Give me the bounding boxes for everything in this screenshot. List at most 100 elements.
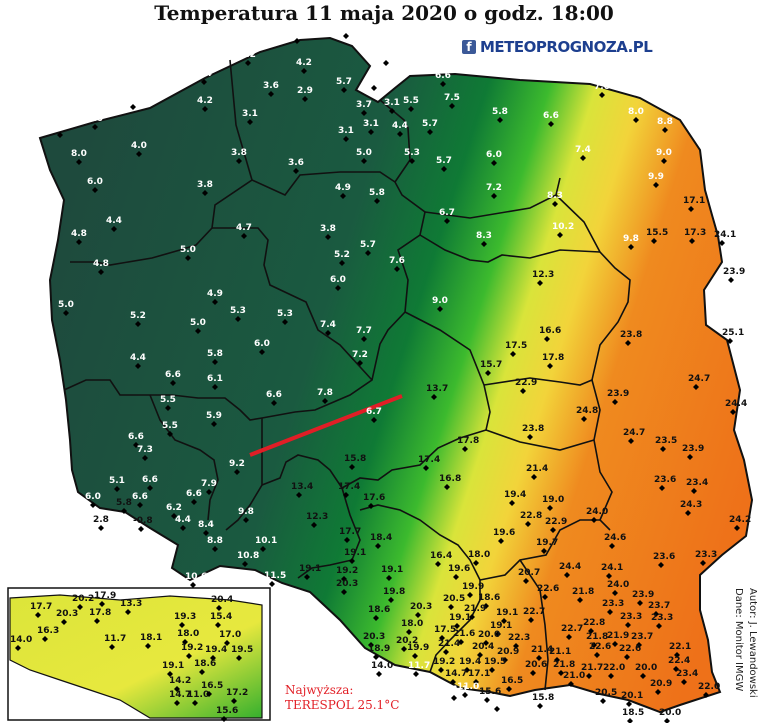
inset-temperature-label: 20.4 xyxy=(211,595,233,605)
inset-station-marker xyxy=(215,622,221,628)
map-station-marker xyxy=(600,698,606,704)
map-temperature-label: 4.4 xyxy=(106,216,122,226)
map-station-marker xyxy=(564,572,570,578)
map-station-marker xyxy=(566,634,572,640)
map-temperature-label: 22.7 xyxy=(523,607,545,617)
map-temperature-label: 5.5 xyxy=(162,421,178,431)
inset-temperature-label: 20.2 xyxy=(72,594,94,604)
map-temperature-label: 21.9 xyxy=(464,604,486,614)
map-temperature-label: 23.8 xyxy=(620,330,642,340)
map-station-marker xyxy=(441,166,447,172)
map-temperature-label: 17.8 xyxy=(457,436,479,446)
map-temperature-label: 6.0 xyxy=(85,492,101,502)
inset-temperature-label: 16.3 xyxy=(37,626,59,636)
map-station-marker xyxy=(296,492,302,498)
map-temperature-label: 8.0 xyxy=(628,107,644,117)
map-temperature-label: 24.3 xyxy=(680,500,702,510)
map-temperature-label: 6.7 xyxy=(439,208,455,218)
map-temperature-label: 19.1 xyxy=(381,565,403,575)
map-station-marker xyxy=(375,543,381,549)
map-temperature-label: 22.3 xyxy=(508,633,530,643)
highest-temperature: Najwyższa: TERESPOL 25.1°C xyxy=(285,683,399,713)
map-temperature-label: 8.3 xyxy=(547,191,563,201)
map-station-marker xyxy=(440,81,446,87)
map-station-marker xyxy=(537,703,543,709)
map-temperature-label: 17.5 xyxy=(434,625,456,635)
map-temperature-label: 16.4 xyxy=(430,551,452,561)
map-temperature-label: 22.8 xyxy=(520,511,542,521)
map-station-marker xyxy=(693,384,699,390)
map-temperature-label: 24.4 xyxy=(725,399,747,409)
map-temperature-label: 24.8 xyxy=(576,406,598,416)
inset-temperature-label: 15.4 xyxy=(210,612,232,622)
map-station-marker xyxy=(427,129,433,135)
map-temperature-label: 14.7 xyxy=(445,669,467,679)
map-temperature-label: 6.0 xyxy=(330,275,346,285)
map-temperature-label: 5.0 xyxy=(58,300,74,310)
map-temperature-label: 7.8 xyxy=(317,388,333,398)
map-station-marker xyxy=(612,641,618,647)
map-station-marker xyxy=(581,416,587,422)
map-station-marker xyxy=(201,79,207,85)
map-station-marker xyxy=(444,484,450,490)
map-temperature-label: 17.6 xyxy=(363,493,385,503)
map-station-marker xyxy=(464,667,470,673)
map-station-marker xyxy=(625,622,631,628)
map-station-marker xyxy=(660,446,666,452)
map-temperature-label: 20.5 xyxy=(443,594,465,604)
map-station-marker xyxy=(557,232,563,238)
map-station-marker xyxy=(662,127,668,133)
map-temperature-label: 4.2 xyxy=(289,28,305,38)
map-temperature-label: 11.1 xyxy=(446,685,468,695)
map-station-marker xyxy=(236,158,242,164)
map-station-marker xyxy=(528,617,534,623)
map-temperature-label: 4.2 xyxy=(197,96,213,106)
map-temperature-label: 3.1 xyxy=(338,126,354,136)
map-station-marker xyxy=(588,628,594,634)
map-temperature-label: 15.6 xyxy=(479,687,501,697)
map-station-marker xyxy=(171,513,177,519)
map-temperature-label: 23.3 xyxy=(651,613,673,623)
map-temperature-label: 17.4 xyxy=(338,482,360,492)
map-temperature-label: 20.4 xyxy=(472,642,494,652)
map-station-marker xyxy=(260,546,266,552)
map-temperature-label: 24.1 xyxy=(601,563,623,573)
poland-territory xyxy=(38,36,754,714)
map-temperature-label: 21.9 xyxy=(607,631,629,641)
map-station-marker xyxy=(489,667,495,673)
map-temperature-label: 20.0 xyxy=(478,630,500,640)
map-station-marker xyxy=(494,706,500,712)
map-temperature-label: 20.9 xyxy=(650,679,672,689)
map-station-marker xyxy=(339,260,345,266)
inset-station-marker xyxy=(224,640,230,646)
map-temperature-label: 19.6 xyxy=(448,564,470,574)
map-temperature-label: 23.6 xyxy=(653,552,675,562)
map-temperature-label: 3.8 xyxy=(197,180,213,190)
map-station-marker xyxy=(612,399,618,405)
map-station-marker xyxy=(438,667,444,673)
map-station-marker xyxy=(376,671,382,677)
facebook-icon[interactable]: f xyxy=(462,40,476,54)
site-logo[interactable]: f METEOPROGNOZA.PL xyxy=(462,36,653,58)
map-station-marker xyxy=(719,240,725,246)
map-temperature-label: 9.0 xyxy=(432,296,448,306)
map-temperature-label: 12.3 xyxy=(306,512,328,522)
inset-temperature-label: 11.0 xyxy=(187,690,209,700)
map-station-marker xyxy=(689,238,695,244)
map-temperature-label: 9.2 xyxy=(229,459,245,469)
map-station-marker xyxy=(691,488,697,494)
inset-station-marker xyxy=(15,645,21,651)
map-station-marker xyxy=(386,575,392,581)
map-temperature-label: 23.3 xyxy=(620,612,642,622)
map-station-marker xyxy=(423,465,429,471)
map-temperature-label: 20.0 xyxy=(659,708,681,718)
map-temperature-label: 20.9 xyxy=(497,647,519,657)
map-station-marker xyxy=(437,306,443,312)
map-temperature-label: 4.8 xyxy=(93,259,109,269)
map-station-marker xyxy=(443,649,449,655)
map-station-marker xyxy=(640,673,646,679)
map-temperature-label: 22.9 xyxy=(515,378,537,388)
map-station-marker xyxy=(259,349,265,355)
inset-station-marker xyxy=(186,653,192,659)
map-station-marker xyxy=(322,398,328,404)
